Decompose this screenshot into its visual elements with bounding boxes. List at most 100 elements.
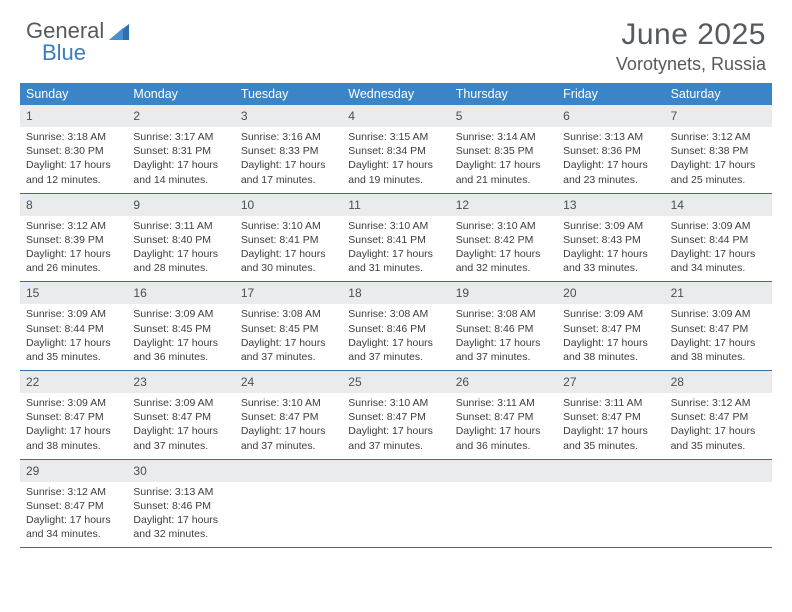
- day-number-row: 2: [127, 105, 234, 127]
- sunset-text: Sunset: 8:31 PM: [133, 144, 228, 158]
- day-number-row: 17: [235, 282, 342, 304]
- sunset-text: Sunset: 8:47 PM: [133, 410, 228, 424]
- calendar-cell: 12 Sunrise: 3:10 AMSunset: 8:42 PMDayligh…: [450, 194, 557, 282]
- day-number-row: 25: [342, 371, 449, 393]
- day-number-row: 28: [665, 371, 772, 393]
- sunset-text: Sunset: 8:41 PM: [241, 233, 336, 247]
- cell-body: Sunrise: 3:08 AMSunset: 8:45 PMDaylight:…: [235, 304, 342, 370]
- sunrise-text: Sunrise: 3:11 AM: [133, 219, 228, 233]
- day-number-row: 24: [235, 371, 342, 393]
- daylight-text: Daylight: 17 hours and 37 minutes.: [241, 336, 336, 364]
- day-header-tuesday: Tuesday: [235, 83, 342, 105]
- sunrise-text: Sunrise: 3:11 AM: [563, 396, 658, 410]
- daylight-text: Daylight: 17 hours and 32 minutes.: [456, 247, 551, 275]
- day-number: 17: [241, 286, 254, 300]
- daylight-text: Daylight: 17 hours and 34 minutes.: [26, 513, 121, 541]
- day-number: 18: [348, 286, 361, 300]
- sunrise-text: Sunrise: 3:15 AM: [348, 130, 443, 144]
- cell-body: Sunrise: 3:09 AMSunset: 8:45 PMDaylight:…: [127, 304, 234, 370]
- month-title: June 2025: [616, 18, 766, 52]
- sunset-text: Sunset: 8:46 PM: [348, 322, 443, 336]
- day-number: 1: [26, 109, 33, 123]
- day-number-row: 23: [127, 371, 234, 393]
- sunrise-text: Sunrise: 3:14 AM: [456, 130, 551, 144]
- daylight-text: Daylight: 17 hours and 37 minutes.: [456, 336, 551, 364]
- sunset-text: Sunset: 8:47 PM: [563, 322, 658, 336]
- logo-triangle-icon: [109, 22, 129, 40]
- calendar-cell: 4Sunrise: 3:15 AMSunset: 8:34 PMDaylight…: [342, 105, 449, 193]
- cell-body: Sunrise: 3:14 AMSunset: 8:35 PMDaylight:…: [450, 127, 557, 193]
- day-number: 2: [133, 109, 140, 123]
- sunset-text: Sunset: 8:47 PM: [26, 499, 121, 513]
- day-number: 7: [671, 109, 678, 123]
- week-row: 1Sunrise: 3:18 AMSunset: 8:30 PMDaylight…: [20, 105, 772, 194]
- week-row: 29 Sunrise: 3:12 AMSunset: 8:47 PMDayligh…: [20, 460, 772, 549]
- day-number-row: 3: [235, 105, 342, 127]
- sunrise-text: Sunrise: 3:09 AM: [563, 307, 658, 321]
- sunrise-text: Sunrise: 3:11 AM: [456, 396, 551, 410]
- day-number-row: .: [342, 460, 449, 482]
- sunrise-text: Sunrise: 3:09 AM: [671, 307, 766, 321]
- sunrise-text: Sunrise: 3:12 AM: [26, 485, 121, 499]
- header: General Blue June 2025 Vorotynets, Russi…: [0, 0, 792, 83]
- cell-body: Sunrise: 3:10 AMSunset: 8:41 PMDaylight:…: [235, 216, 342, 282]
- day-number: 16: [133, 286, 146, 300]
- day-number: 19: [456, 286, 469, 300]
- sunset-text: Sunset: 8:47 PM: [671, 322, 766, 336]
- day-number: 11: [348, 198, 360, 212]
- calendar-cell: 2 Sunrise: 3:17 AMSunset: 8:31 PMDaylight…: [127, 105, 234, 193]
- sunrise-text: Sunrise: 3:09 AM: [563, 219, 658, 233]
- calendar-cell: 15Sunrise: 3:09 AMSunset: 8:44 PMDayligh…: [20, 282, 127, 370]
- sunset-text: Sunset: 8:45 PM: [133, 322, 228, 336]
- daylight-text: Daylight: 17 hours and 35 minutes.: [671, 424, 766, 452]
- day-header-friday: Friday: [557, 83, 664, 105]
- week-row: 15Sunrise: 3:09 AMSunset: 8:44 PMDayligh…: [20, 282, 772, 371]
- sunrise-text: Sunrise: 3:10 AM: [348, 396, 443, 410]
- cell-body: Sunrise: 3:15 AMSunset: 8:34 PMDaylight:…: [342, 127, 449, 193]
- cell-body: Sunrise: 3:09 AMSunset: 8:47 PMDaylight:…: [127, 393, 234, 459]
- cell-body: Sunrise: 3:17 AMSunset: 8:31 PMDaylight:…: [127, 127, 234, 193]
- cell-body: Sunrise: 3:09 AMSunset: 8:47 PMDaylight:…: [557, 304, 664, 370]
- sunrise-text: Sunrise: 3:12 AM: [671, 130, 766, 144]
- cell-body: Sunrise: 3:10 AMSunset: 8:42 PMDaylight:…: [450, 216, 557, 282]
- sunset-text: Sunset: 8:43 PM: [563, 233, 658, 247]
- calendar-cell: 11Sunrise: 3:10 AMSunset: 8:41 PMDayligh…: [342, 194, 449, 282]
- day-number-row: 12: [450, 194, 557, 216]
- day-number-row: 6: [557, 105, 664, 127]
- sunset-text: Sunset: 8:39 PM: [26, 233, 121, 247]
- daylight-text: Daylight: 17 hours and 21 minutes.: [456, 158, 551, 186]
- daylight-text: Daylight: 17 hours and 38 minutes.: [563, 336, 658, 364]
- sunset-text: Sunset: 8:47 PM: [671, 410, 766, 424]
- day-number-row: 16: [127, 282, 234, 304]
- daylight-text: Daylight: 17 hours and 12 minutes.: [26, 158, 121, 186]
- week-row: 8Sunrise: 3:12 AMSunset: 8:39 PMDaylight…: [20, 194, 772, 283]
- day-number: 6: [563, 109, 570, 123]
- daylight-text: Daylight: 17 hours and 17 minutes.: [241, 158, 336, 186]
- day-number-row: 13: [557, 194, 664, 216]
- title-block: June 2025 Vorotynets, Russia: [616, 18, 766, 75]
- daylight-text: Daylight: 17 hours and 35 minutes.: [26, 336, 121, 364]
- cell-body: Sunrise: 3:12 AMSunset: 8:47 PMDaylight:…: [665, 393, 772, 459]
- sunrise-text: Sunrise: 3:08 AM: [241, 307, 336, 321]
- sunset-text: Sunset: 8:46 PM: [456, 322, 551, 336]
- daylight-text: Daylight: 17 hours and 36 minutes.: [133, 336, 228, 364]
- day-number: 12: [456, 198, 469, 212]
- sunset-text: Sunset: 8:33 PM: [241, 144, 336, 158]
- day-number: 29: [26, 464, 39, 478]
- day-header-saturday: Saturday: [665, 83, 772, 105]
- calendar-cell: .: [665, 460, 772, 548]
- day-number-row: 4: [342, 105, 449, 127]
- calendar-cell: 13Sunrise: 3:09 AMSunset: 8:43 PMDayligh…: [557, 194, 664, 282]
- cell-body: Sunrise: 3:09 AMSunset: 8:47 PMDaylight:…: [665, 304, 772, 370]
- day-number: 9: [133, 198, 140, 212]
- daylight-text: Daylight: 17 hours and 38 minutes.: [671, 336, 766, 364]
- calendar-cell: 17 Sunrise: 3:08 AMSunset: 8:45 PMDayligh…: [235, 282, 342, 370]
- sunrise-text: Sunrise: 3:09 AM: [133, 307, 228, 321]
- sunset-text: Sunset: 8:41 PM: [348, 233, 443, 247]
- day-number-row: 20: [557, 282, 664, 304]
- daylight-text: Daylight: 17 hours and 14 minutes.: [133, 158, 228, 186]
- calendar-cell: 27Sunrise: 3:11 AMSunset: 8:47 PMDayligh…: [557, 371, 664, 459]
- daylight-text: Daylight: 17 hours and 31 minutes.: [348, 247, 443, 275]
- cell-body: Sunrise: 3:08 AMSunset: 8:46 PMDaylight:…: [342, 304, 449, 370]
- day-number-row: 26: [450, 371, 557, 393]
